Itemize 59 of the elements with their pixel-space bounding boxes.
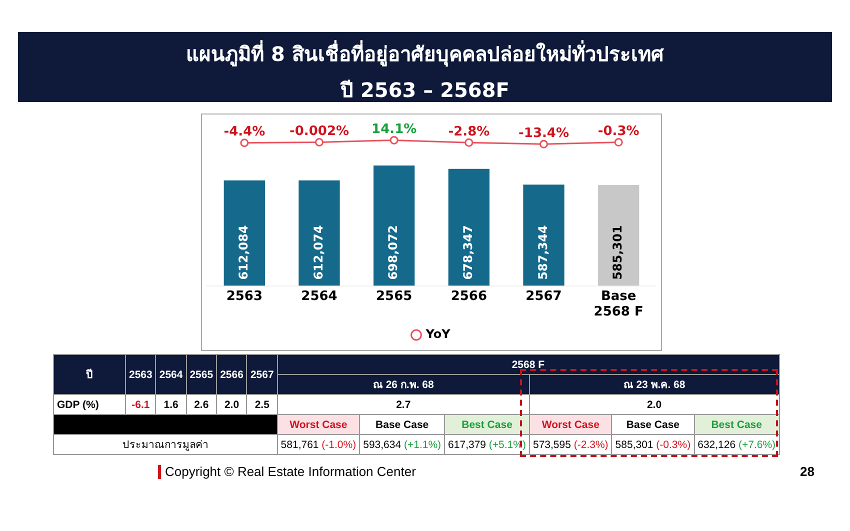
text: Worst Case [277, 414, 360, 434]
bar [448, 168, 490, 286]
text: 2567 [246, 354, 278, 394]
text: Best Case [444, 414, 530, 434]
text: 2.7 [277, 394, 530, 414]
text: ณ 23 พ.ค. 68 [529, 374, 780, 394]
text: ณ 26 ก.พ. 68 [277, 374, 530, 394]
bar [298, 180, 340, 286]
data-label: 585,301 [610, 225, 625, 280]
text: Best Case [694, 414, 780, 434]
bar [374, 166, 415, 286]
text: 2.0 [216, 394, 247, 414]
text: Worst Case [529, 414, 612, 434]
legend-label: YoY [424, 327, 451, 342]
x-tick-label: 2565 [376, 288, 412, 304]
x-tick-label: 2566 [450, 288, 488, 304]
text: 2.5 [246, 394, 278, 414]
text: GDP (%) [54, 394, 126, 414]
data-label: 678,347 [461, 225, 476, 280]
data-label: -0.3% [598, 124, 640, 140]
text: 593,634 (+1.1%) [360, 434, 445, 454]
data-label: 587,344 [536, 225, 550, 280]
text: 632,126 (+7.6%) [694, 434, 780, 454]
text: 617,379 (+5.1%) [444, 434, 530, 454]
x-tick-label: 2564 [301, 288, 338, 304]
text: Copyright © Real Estate Information Center [165, 464, 416, 479]
text: 2568 F [277, 354, 780, 374]
chart-title: แผนภูมิที่ 8 สินเชื่อที่อยู่อาศัยบุคคลปล่อยใหม่ทั่วประเทศ [185, 39, 665, 69]
text: 2563 [126, 354, 156, 394]
data-label: -13.4% [518, 126, 569, 142]
data-label: -4.4% [224, 124, 266, 140]
x-tick-label: 2567 [526, 288, 562, 304]
text: 2565 [186, 354, 217, 394]
text: 2.0 [529, 394, 780, 414]
text: 1.6 [156, 394, 186, 414]
text: 2.6 [186, 394, 217, 414]
x-tick-label: Base 2568 F [594, 288, 644, 320]
bar [598, 184, 640, 286]
data-label: 698,072 [386, 225, 400, 280]
bar [224, 180, 265, 286]
data-label: -2.8% [448, 124, 490, 140]
text: 28 [800, 464, 814, 479]
text: Base Case [612, 414, 694, 434]
text: Base Case [360, 414, 445, 434]
text: 581,761 (-1.0%) [277, 434, 360, 454]
text: ประมาณการมูลค่า [54, 434, 278, 454]
data-label: 612,084 [236, 225, 251, 280]
x-tick-label: 2563 [226, 288, 263, 304]
text: -6.1 [126, 394, 156, 414]
text: ปี [54, 354, 126, 394]
text: 2566 [216, 354, 247, 394]
data-label: 14.1% [372, 122, 417, 138]
data-label: -0.002% [289, 124, 350, 140]
text: 2564 [156, 354, 186, 394]
text: 585,301 (-0.3%) [612, 434, 694, 454]
chart-subtitle: ปี 2563 – 2568F [339, 77, 510, 104]
bar [523, 184, 564, 286]
data-label: 612,074 [311, 225, 326, 280]
text: 573,595 (-2.3%) [529, 434, 612, 454]
